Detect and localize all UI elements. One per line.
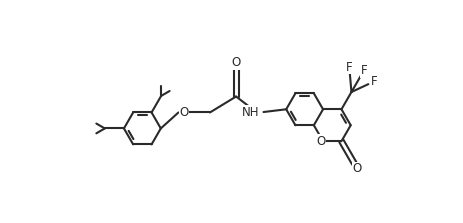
Text: F: F [371,75,377,88]
Text: O: O [316,135,325,148]
Text: O: O [232,56,241,69]
Text: O: O [353,162,362,175]
Text: F: F [346,61,353,74]
Text: NH: NH [242,106,259,119]
Text: F: F [361,64,367,77]
Text: O: O [179,106,188,119]
